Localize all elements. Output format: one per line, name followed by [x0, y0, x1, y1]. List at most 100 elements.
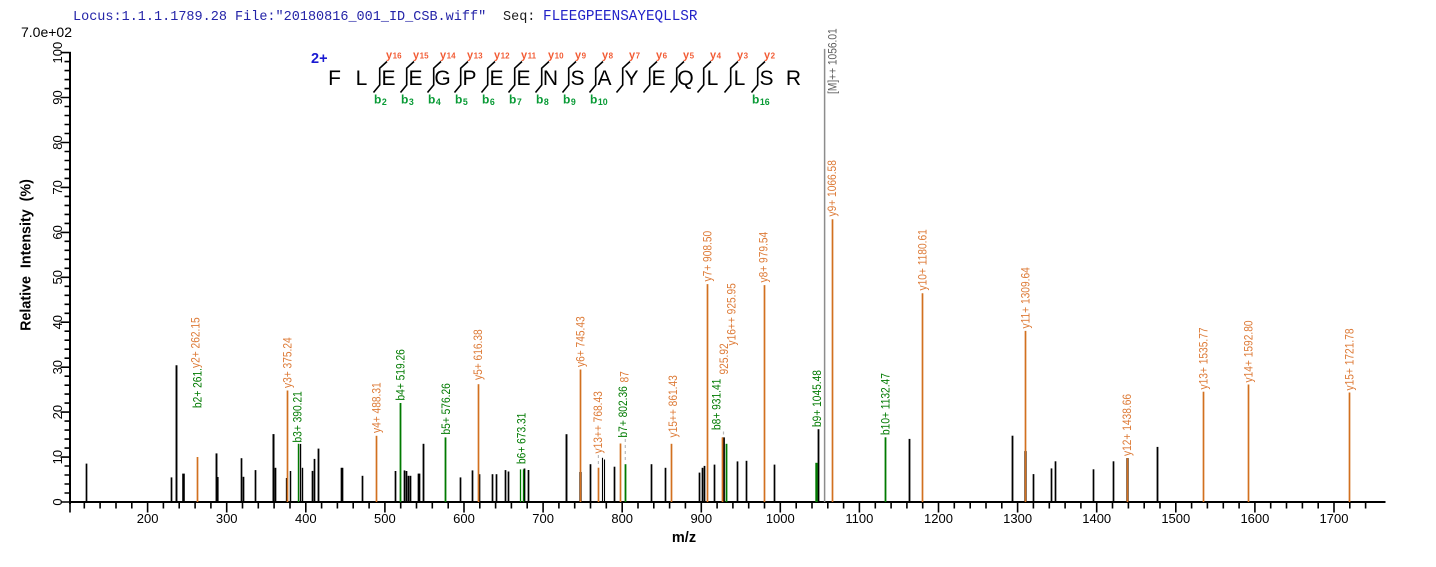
- svg-text:b3+ 390.21: b3+ 390.21: [292, 391, 305, 442]
- svg-text:Locus:1.1.1.1789.28 File:"2018: Locus:1.1.1.1789.28 File:"20180816_001_I…: [73, 10, 486, 25]
- svg-text:1100: 1100: [845, 511, 873, 526]
- svg-text:L: L: [707, 67, 719, 90]
- svg-text:y16++ 925.95: y16++ 925.95: [726, 283, 739, 345]
- svg-text:FLEEGPEENSAYEQLLSR: FLEEGPEENSAYEQLLSR: [543, 9, 698, 25]
- svg-text:E: E: [381, 67, 395, 90]
- svg-text:b8: b8: [536, 93, 549, 108]
- svg-text:y14: y14: [440, 49, 456, 61]
- svg-text:1400: 1400: [1082, 511, 1111, 526]
- svg-text:1500: 1500: [1161, 511, 1190, 526]
- svg-text:600: 600: [453, 511, 475, 526]
- svg-text:E: E: [516, 67, 530, 90]
- svg-text:y13++ 768.43: y13++ 768.43: [592, 391, 605, 453]
- svg-text:925.92: 925.92: [718, 343, 731, 374]
- svg-text:y6: y6: [656, 49, 668, 61]
- svg-text:y13+ 1535.77: y13+ 1535.77: [1198, 327, 1211, 389]
- svg-text:L: L: [734, 67, 746, 90]
- svg-text:Seq:: Seq:: [503, 10, 535, 25]
- svg-text:R: R: [786, 67, 801, 90]
- svg-text:b10+ 1132.47: b10+ 1132.47: [880, 373, 893, 435]
- svg-text:b16: b16: [752, 93, 770, 108]
- svg-text:7.0e+02: 7.0e+02: [21, 24, 72, 40]
- svg-text:y15+ 1721.78: y15+ 1721.78: [1344, 328, 1357, 390]
- svg-text:b3: b3: [401, 93, 414, 108]
- svg-text:400: 400: [295, 511, 317, 526]
- svg-text:1300: 1300: [1003, 511, 1032, 526]
- svg-text:y7: y7: [629, 49, 641, 61]
- svg-text:1000: 1000: [766, 511, 795, 526]
- svg-text:b4+ 519.26: b4+ 519.26: [395, 349, 408, 400]
- svg-text:y14+ 1592.80: y14+ 1592.80: [1243, 320, 1256, 382]
- svg-text:500: 500: [374, 511, 396, 526]
- svg-text:b5+ 576.26: b5+ 576.26: [440, 383, 453, 434]
- svg-text:Y: Y: [624, 67, 638, 90]
- svg-text:y15: y15: [413, 49, 429, 61]
- svg-text:y15++ 861.43: y15++ 861.43: [667, 375, 680, 437]
- svg-text:y7+ 908.50: y7+ 908.50: [702, 231, 715, 282]
- svg-text:60: 60: [50, 225, 65, 239]
- svg-text:y16: y16: [386, 49, 402, 61]
- svg-text:900: 900: [690, 511, 712, 526]
- svg-text:b9: b9: [563, 93, 576, 108]
- svg-text:200: 200: [137, 511, 159, 526]
- svg-text:F: F: [328, 67, 341, 90]
- svg-text:b2+ 261.: b2+ 261.: [192, 368, 205, 408]
- svg-text:E: E: [651, 67, 665, 90]
- svg-text:N: N: [543, 67, 558, 90]
- svg-text:30: 30: [50, 360, 65, 374]
- svg-text:y12+ 1438.66: y12+ 1438.66: [1121, 394, 1134, 456]
- svg-text:0: 0: [50, 498, 65, 505]
- svg-text:E: E: [489, 67, 503, 90]
- svg-text:y4: y4: [710, 49, 722, 61]
- svg-text:y2: y2: [764, 49, 776, 61]
- svg-text:P: P: [462, 67, 476, 90]
- svg-text:b6: b6: [482, 93, 495, 108]
- svg-text:y4+ 488.31: y4+ 488.31: [371, 382, 384, 433]
- svg-text:2+: 2+: [311, 51, 328, 67]
- svg-text:100: 100: [50, 42, 65, 64]
- svg-text:10: 10: [50, 450, 65, 464]
- svg-text:20: 20: [50, 405, 65, 419]
- svg-text:b8+ 931.41: b8+ 931.41: [711, 379, 724, 430]
- svg-text:b6+ 673.31: b6+ 673.31: [516, 413, 529, 464]
- svg-text:50: 50: [50, 270, 65, 284]
- svg-text:S: S: [759, 67, 773, 90]
- svg-text:1700: 1700: [1320, 511, 1349, 526]
- svg-text:m/z: m/z: [672, 530, 696, 546]
- svg-text:90: 90: [50, 90, 65, 104]
- svg-text:40: 40: [50, 315, 65, 329]
- svg-text:800: 800: [611, 511, 633, 526]
- svg-text:y9: y9: [575, 49, 587, 61]
- svg-text:1200: 1200: [924, 511, 953, 526]
- svg-text:y11+ 1309.64: y11+ 1309.64: [1020, 267, 1033, 328]
- svg-text:70: 70: [50, 180, 65, 194]
- svg-text:700: 700: [532, 511, 554, 526]
- svg-text:y5: y5: [683, 49, 695, 61]
- svg-text:G: G: [434, 67, 450, 90]
- svg-text:y10: y10: [548, 49, 564, 61]
- svg-text:S: S: [570, 67, 584, 90]
- svg-text:y2+ 262.15: y2+ 262.15: [190, 317, 203, 368]
- svg-text:y3: y3: [737, 49, 749, 61]
- svg-text:y6+ 745.43: y6+ 745.43: [575, 316, 588, 367]
- svg-text:Relative Intensity (%): Relative Intensity (%): [19, 179, 35, 331]
- svg-text:b5: b5: [455, 93, 468, 108]
- svg-text:A: A: [597, 67, 611, 90]
- svg-text:E: E: [408, 67, 422, 90]
- svg-text:1600: 1600: [1240, 511, 1269, 526]
- svg-text:b7+ 802.36: b7+ 802.36: [617, 386, 630, 437]
- svg-text:87: 87: [619, 371, 632, 382]
- svg-text:300: 300: [216, 511, 238, 526]
- svg-text:Q: Q: [677, 67, 693, 90]
- svg-text:y13: y13: [467, 49, 483, 61]
- svg-text:b4: b4: [428, 93, 441, 108]
- svg-text:80: 80: [50, 135, 65, 149]
- svg-text:y3+ 375.24: y3+ 375.24: [282, 337, 295, 388]
- svg-text:b7: b7: [509, 93, 522, 108]
- svg-text:[M]++ 1056.01: [M]++ 1056.01: [827, 28, 840, 94]
- svg-text:y8+ 979.54: y8+ 979.54: [758, 232, 771, 283]
- svg-text:y10+ 1180.61: y10+ 1180.61: [917, 229, 930, 290]
- svg-text:b10: b10: [590, 93, 608, 108]
- svg-text:b9+ 1045.48: b9+ 1045.48: [811, 370, 824, 427]
- svg-text:b2: b2: [374, 93, 387, 108]
